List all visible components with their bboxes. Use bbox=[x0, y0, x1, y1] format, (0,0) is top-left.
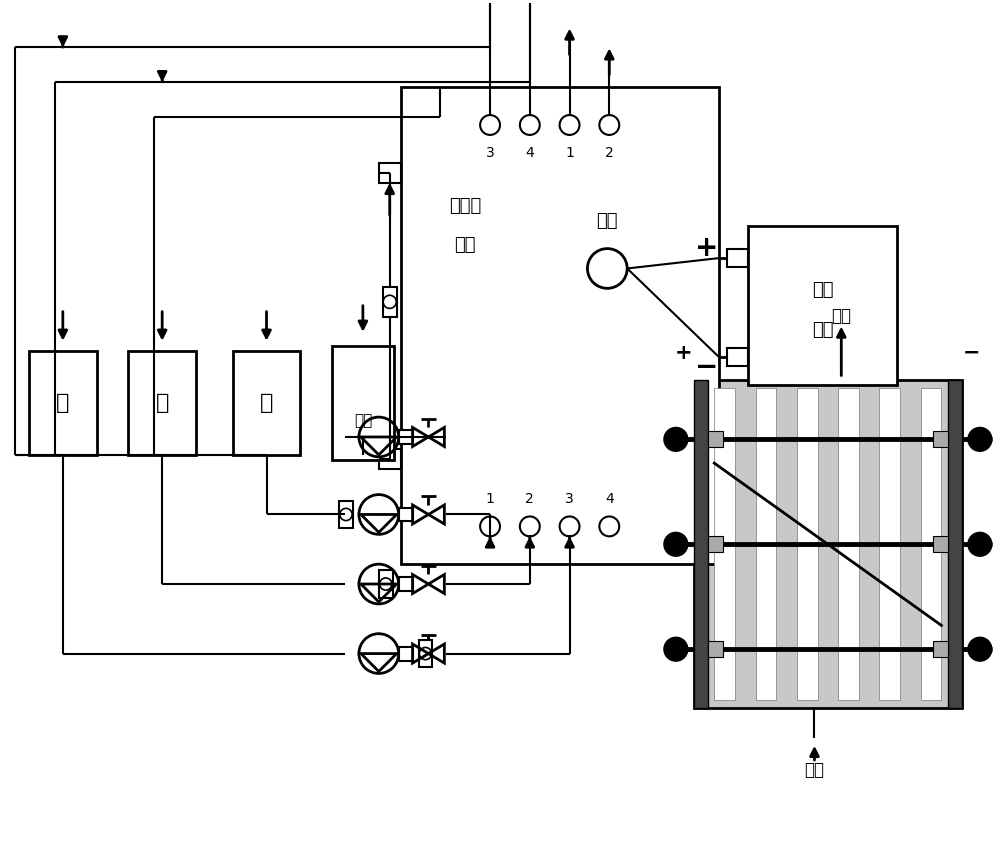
Bar bbox=[694, 381, 962, 708]
Text: 极液: 极液 bbox=[831, 307, 851, 324]
Bar bbox=[128, 350, 196, 455]
Text: 3: 3 bbox=[565, 491, 574, 505]
Bar bbox=[233, 350, 300, 455]
Bar bbox=[797, 388, 818, 701]
Bar bbox=[933, 641, 948, 657]
Text: −: − bbox=[963, 343, 981, 362]
Text: 酸: 酸 bbox=[56, 393, 70, 413]
Text: 极液: 极液 bbox=[804, 761, 824, 779]
Text: +: + bbox=[675, 343, 693, 362]
Circle shape bbox=[968, 427, 992, 452]
Text: 2: 2 bbox=[605, 146, 614, 160]
Bar bbox=[948, 381, 962, 708]
Text: 极液: 极液 bbox=[354, 413, 372, 428]
Bar bbox=[708, 432, 723, 447]
Bar bbox=[399, 430, 413, 444]
Bar bbox=[838, 388, 859, 701]
Text: 4: 4 bbox=[605, 491, 614, 505]
Bar bbox=[921, 388, 941, 701]
Bar bbox=[727, 348, 748, 366]
Bar bbox=[379, 449, 401, 469]
Text: 阴极: 阴极 bbox=[597, 212, 618, 230]
Bar bbox=[708, 641, 723, 657]
Bar bbox=[29, 350, 97, 455]
Bar bbox=[339, 501, 353, 529]
Circle shape bbox=[664, 427, 688, 452]
Text: 2: 2 bbox=[525, 491, 534, 505]
Bar bbox=[399, 508, 413, 522]
Text: +: + bbox=[695, 234, 718, 262]
Bar bbox=[419, 639, 432, 668]
Text: 电源: 电源 bbox=[812, 321, 834, 339]
Text: 双极膜: 双极膜 bbox=[449, 197, 481, 215]
Text: 3: 3 bbox=[486, 146, 494, 160]
Text: 1: 1 bbox=[486, 491, 495, 505]
Bar bbox=[933, 536, 948, 552]
Bar bbox=[714, 388, 735, 701]
Text: 4: 4 bbox=[525, 146, 534, 160]
Bar bbox=[399, 647, 413, 661]
Circle shape bbox=[664, 532, 688, 556]
Bar bbox=[379, 570, 393, 598]
Text: 直流: 直流 bbox=[812, 281, 834, 299]
Bar bbox=[708, 536, 723, 552]
Bar bbox=[379, 163, 401, 183]
Bar bbox=[748, 227, 897, 385]
Circle shape bbox=[664, 638, 688, 661]
Text: 1: 1 bbox=[565, 146, 574, 160]
Text: 碎: 碎 bbox=[155, 393, 169, 413]
Circle shape bbox=[968, 532, 992, 556]
Bar bbox=[756, 388, 776, 701]
Text: 膜堆: 膜堆 bbox=[454, 235, 476, 253]
Bar bbox=[727, 249, 748, 267]
Bar bbox=[694, 381, 708, 708]
Bar bbox=[399, 577, 413, 591]
Bar bbox=[933, 432, 948, 447]
Bar bbox=[401, 87, 719, 564]
Bar bbox=[879, 388, 900, 701]
Text: 盐: 盐 bbox=[260, 393, 273, 413]
Bar bbox=[383, 287, 397, 317]
Circle shape bbox=[968, 638, 992, 661]
Bar bbox=[332, 345, 394, 460]
Text: −: − bbox=[695, 353, 718, 381]
